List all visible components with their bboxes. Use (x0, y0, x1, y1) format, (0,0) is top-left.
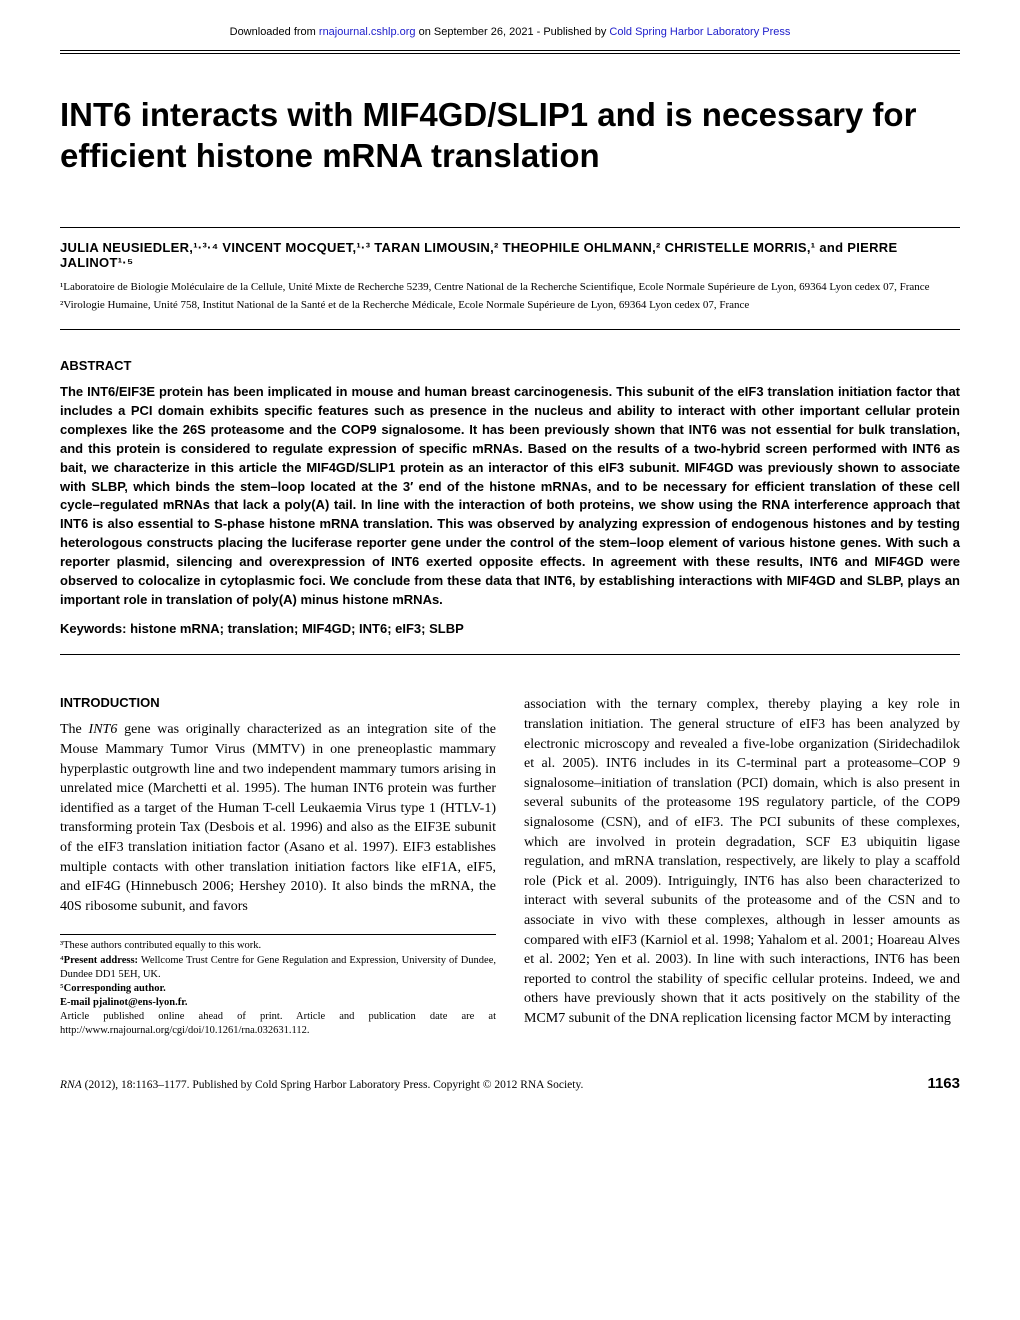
download-header: Downloaded from rnajournal.cshlp.org on … (60, 20, 960, 44)
introduction-heading: INTRODUCTION (60, 695, 496, 710)
fn4-label: Present address: (64, 955, 138, 966)
citation-line: RNA (2012), 18:1163–1177. Published by C… (60, 1079, 583, 1091)
author-rule-top (60, 227, 960, 228)
affiliation-1: ¹Laboratoire de Biologie Moléculaire de … (60, 280, 960, 295)
affiliation-2: ²Virologie Humaine, Unité 758, Institut … (60, 298, 960, 313)
header-prefix: Downloaded from (230, 26, 319, 38)
intro-p1-c: gene was originally characterized as an … (60, 722, 496, 913)
page-footer: RNA (2012), 18:1163–1177. Published by C… (60, 1075, 960, 1092)
citation-text: (2012), 18:1163–1177. Published by Cold … (82, 1079, 584, 1091)
top-rule (60, 50, 960, 54)
keywords-rule (60, 654, 960, 655)
journal-name: RNA (60, 1079, 82, 1091)
footnotes-block: ³These authors contributed equally to th… (60, 934, 496, 1038)
header-mid: on September 26, 2021 - Published by (416, 26, 610, 38)
page-number: 1163 (927, 1075, 960, 1092)
intro-paragraph-cont: association with the ternary complex, th… (524, 695, 960, 1028)
left-column: INTRODUCTION The INT6 gene was originall… (60, 667, 496, 1038)
author-rule-bottom (60, 329, 960, 330)
footnote-5: ⁵Corresponding author. (60, 982, 496, 996)
fn5-label: Corresponding author. (64, 983, 166, 994)
author-list: JULIA NEUSIEDLER,¹·³·⁴ VINCENT MOCQUET,¹… (60, 240, 960, 270)
footnote-4: ⁴Present address: Wellcome Trust Centre … (60, 954, 496, 982)
right-column: association with the ternary complex, th… (524, 667, 960, 1038)
article-title: INT6 interacts with MIF4GD/SLIP1 and is … (60, 94, 960, 177)
publisher-link[interactable]: Cold Spring Harbor Laboratory Press (609, 26, 790, 38)
page-container: Downloaded from rnajournal.cshlp.org on … (0, 0, 1020, 1132)
corresponding-email: E-mail pjalinot@ens-lyon.fr. (60, 996, 496, 1010)
keywords-line: Keywords: histone mRNA; translation; MIF… (60, 621, 960, 636)
footnote-3: ³These authors contributed equally to th… (60, 939, 496, 953)
intro-p1-a: The (60, 722, 89, 737)
source-link[interactable]: rnajournal.cshlp.org (319, 26, 416, 38)
gene-name-int6: INT6 (89, 722, 118, 737)
abstract-text: The INT6/EIF3E protein has been implicat… (60, 383, 960, 609)
two-column-body: INTRODUCTION The INT6 gene was originall… (60, 667, 960, 1038)
abstract-heading: ABSTRACT (60, 358, 960, 373)
publication-note: Article published online ahead of print.… (60, 1010, 496, 1038)
intro-paragraph-1: The INT6 gene was originally characteriz… (60, 720, 496, 916)
